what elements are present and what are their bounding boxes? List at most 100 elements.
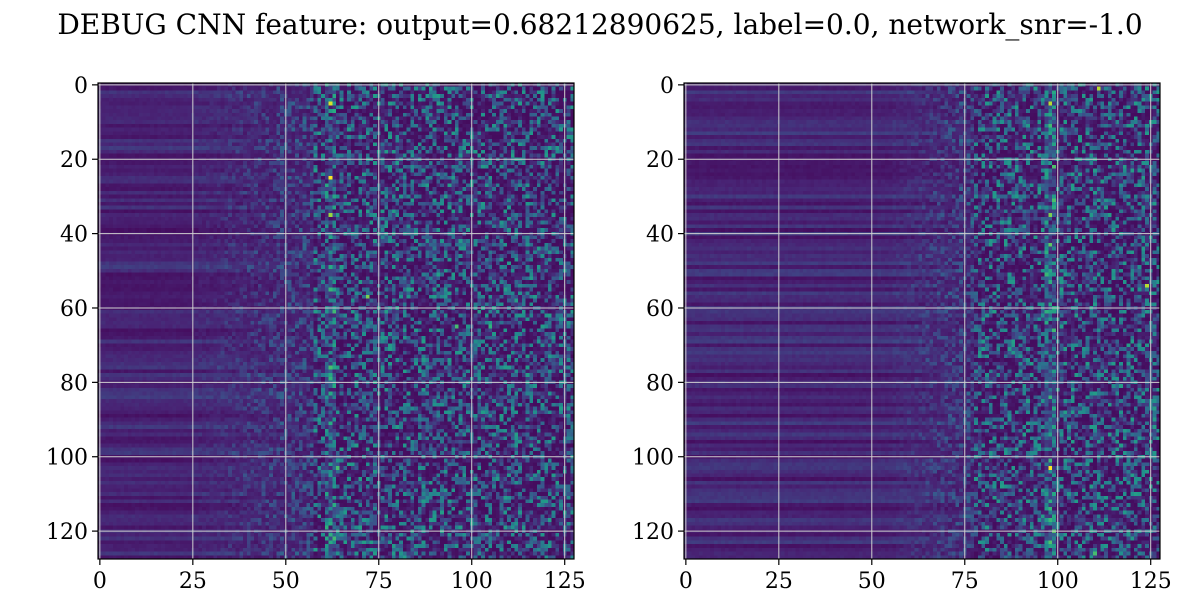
heatmap-cell: [529, 86, 534, 91]
heatmap-cell: [406, 94, 411, 98]
heatmap-cell: [176, 90, 180, 95]
heatmap-cell: [551, 94, 556, 98]
heatmap-cell: [380, 86, 385, 91]
heatmap-cell: [328, 97, 333, 102]
heatmap-cell: [213, 94, 218, 98]
heatmap-cell: [202, 97, 206, 102]
heatmap-cell: [410, 90, 415, 95]
heatmap-cell: [302, 90, 307, 95]
heatmap-cell: [269, 94, 273, 98]
heatmap-cell: [198, 97, 203, 102]
heatmap-cell: [354, 94, 359, 98]
heatmap-cell: [447, 94, 452, 98]
heatmap-cell: [354, 86, 359, 91]
heatmap-cell: [265, 97, 270, 102]
heatmap-cell: [495, 90, 500, 95]
heatmap-cell: [150, 94, 154, 98]
heatmap-cell: [555, 90, 560, 95]
heatmap-cell: [410, 86, 415, 91]
heatmap-cell: [124, 94, 128, 98]
heatmap-cell: [455, 90, 459, 95]
heatmap-cell: [481, 86, 485, 91]
heatmap-cell: [105, 86, 110, 91]
heatmap-cell: [458, 86, 463, 91]
heatmap-cell: [436, 90, 441, 95]
heatmap-cell: [246, 94, 251, 98]
heatmap-cell: [336, 97, 340, 102]
heatmap-cell: [343, 94, 348, 98]
heatmap-cell: [220, 97, 225, 102]
heatmap-cell: [116, 90, 121, 95]
heatmap-cell: [369, 86, 374, 91]
heatmap-cell: [484, 86, 489, 91]
heatmap-cell: [239, 90, 244, 95]
heatmap-cell: [391, 90, 396, 95]
heatmap-cell: [492, 86, 496, 91]
heatmap-cell: [168, 94, 173, 98]
heatmap-cell: [417, 86, 422, 91]
heatmap-cell: [443, 90, 448, 95]
heatmap-cell: [570, 94, 575, 98]
heatmap-cell: [321, 97, 325, 102]
heatmap-cell: [101, 97, 106, 102]
heatmap-cell: [302, 94, 307, 98]
heatmap-cell: [317, 90, 322, 95]
heatmap-cell: [176, 94, 180, 98]
heatmap-cell: [135, 97, 139, 102]
heatmap-cell: [309, 86, 314, 91]
heatmap-cell: [161, 90, 165, 95]
heatmap-cell: [324, 94, 329, 98]
heatmap-cell: [265, 94, 270, 98]
heatmap-cell: [295, 86, 299, 91]
heatmap-cell: [124, 86, 128, 91]
heatmap-cell: [373, 97, 377, 102]
heatmap-cell: [198, 90, 203, 95]
heatmap-cell: [261, 94, 266, 98]
heatmap-cell: [254, 86, 258, 91]
heatmap-cell: [202, 86, 206, 91]
heatmap-cell: [261, 90, 266, 95]
heatmap-cell: [473, 94, 478, 98]
heatmap-cell: [280, 97, 284, 102]
heatmap-cell: [339, 97, 344, 102]
heatmap-cell: [287, 94, 292, 98]
heatmap-cell: [436, 86, 441, 91]
heatmap-cell: [164, 86, 169, 91]
heatmap-cell: [202, 94, 206, 98]
heatmap-cell: [347, 97, 351, 102]
heatmap-cell: [365, 94, 370, 98]
heatmap-cell: [261, 97, 266, 102]
heatmap-cell: [354, 97, 359, 102]
heatmap-cell: [432, 94, 437, 98]
heatmap-cell: [220, 86, 225, 91]
heatmap-cell: [343, 97, 348, 102]
heatmap-cell: [358, 90, 363, 95]
heatmap-cell: [544, 94, 549, 98]
heatmap-cell: [436, 94, 441, 98]
heatmap-cell: [399, 90, 403, 95]
heatmap-cell: [481, 90, 485, 95]
heatmap-cell: [161, 94, 165, 98]
heatmap-cell: [298, 86, 303, 91]
heatmap-cell: [521, 86, 526, 91]
heatmap-cell: [324, 97, 329, 102]
heatmap-cell: [447, 86, 452, 91]
heatmap-cell: [220, 94, 225, 98]
heatmap-cell: [414, 90, 418, 95]
heatmap-cell: [161, 97, 165, 102]
heatmap-cell: [536, 86, 541, 91]
heatmap-cell: [246, 97, 251, 102]
heatmap-cell: [168, 97, 173, 102]
heatmap-cell: [183, 86, 188, 91]
heatmap-cell: [224, 86, 229, 91]
heatmap-cell: [384, 90, 389, 95]
heatmap-cell: [559, 90, 563, 95]
heatmap-cell: [518, 90, 522, 95]
heatmap-cell: [380, 94, 385, 98]
heatmap-cell: [291, 97, 296, 102]
heatmap-cell: [243, 86, 247, 91]
heatmap-cell: [547, 94, 552, 98]
heatmap-cell: [109, 90, 113, 95]
heatmap-cell: [179, 90, 184, 95]
